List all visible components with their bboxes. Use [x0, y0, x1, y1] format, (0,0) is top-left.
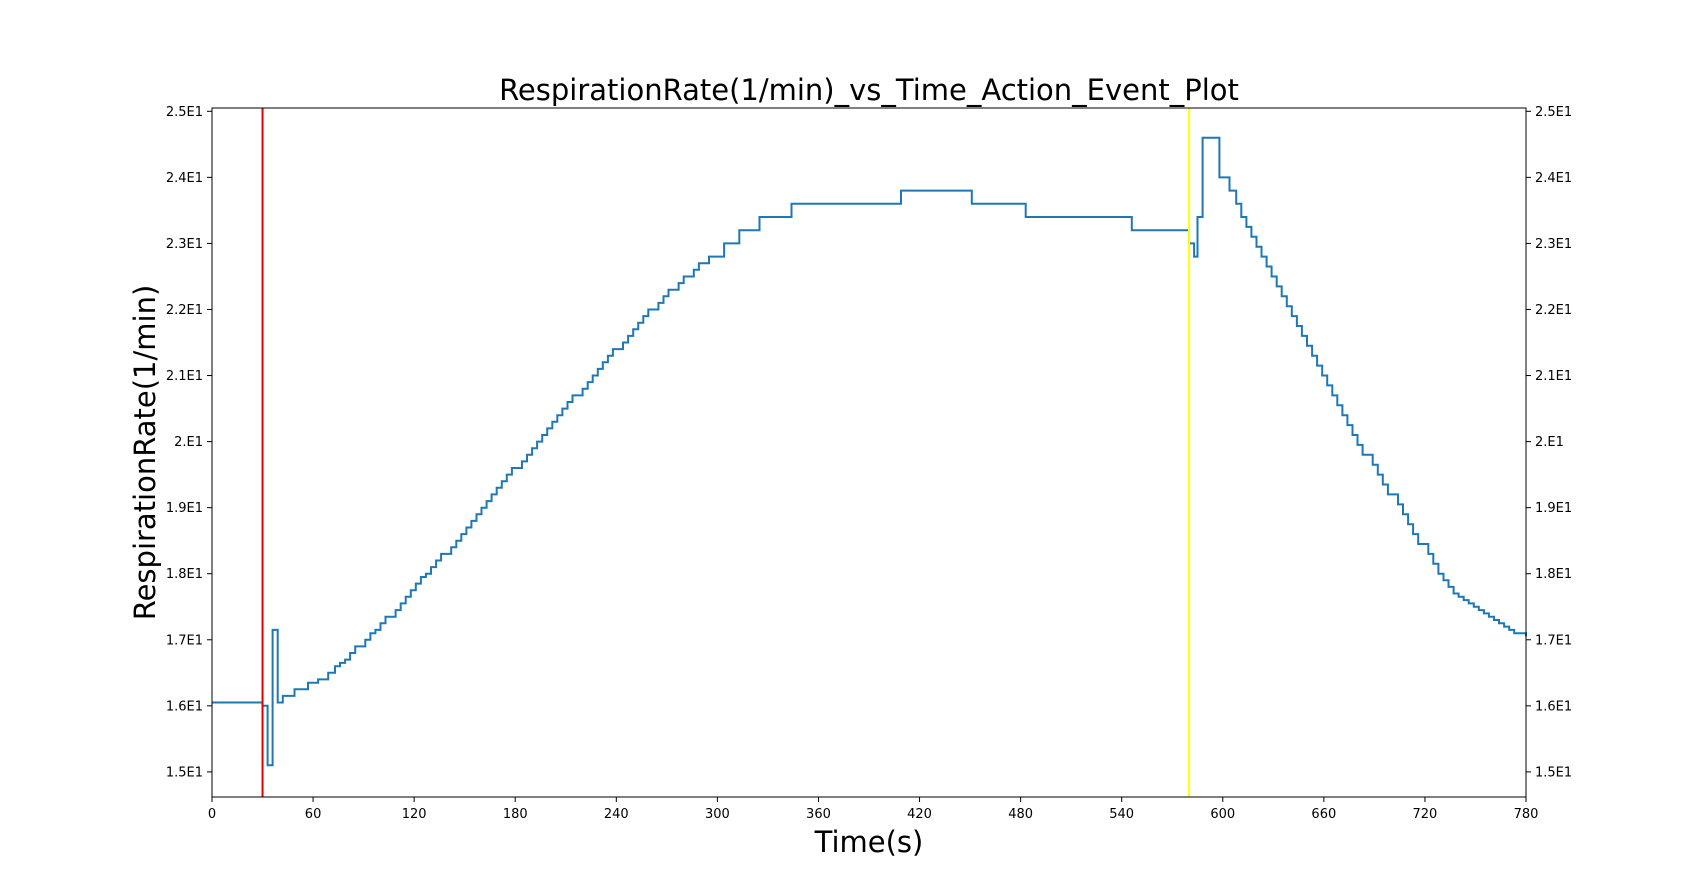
y-tick-label-left: 1.9E1: [166, 501, 203, 516]
x-tick-label: 300: [705, 807, 730, 822]
x-tick-label: 600: [1210, 807, 1235, 822]
x-tick-label: 0: [208, 807, 216, 822]
x-tick-label: 240: [604, 807, 629, 822]
y-tick-label-left: 2.5E1: [166, 105, 203, 120]
y-tick-label-right: 2.3E1: [1535, 237, 1572, 252]
x-tick-label: 420: [907, 807, 932, 822]
y-tick-label-right: 2.E1: [1535, 435, 1564, 450]
y-tick-label-right: 1.8E1: [1535, 567, 1572, 582]
y-axis-label: RespirationRate(1/min): [128, 285, 162, 621]
y-tick-label-right: 1.7E1: [1535, 633, 1572, 648]
series-line-0: [212, 136, 1527, 767]
y-tick-label-left: 2.3E1: [166, 237, 203, 252]
x-tick-label: 720: [1413, 807, 1438, 822]
y-tick-label-right: 1.9E1: [1535, 501, 1572, 516]
y-tick-label-left: 1.7E1: [166, 633, 203, 648]
x-tick-label: 540: [1109, 807, 1134, 822]
y-tick-label-left: 2.4E1: [166, 171, 203, 186]
plot-frame: [211, 107, 1527, 798]
plot-layer: 0 60 120 180 240 300 360 420 480 540 600 660 720 780 1…: [166, 105, 1572, 822]
chart-title: RespirationRate(1/min)_vs_Time_Action_Ev…: [499, 73, 1239, 107]
x-tick-label: 480: [1008, 807, 1033, 822]
y-tick-label-right: 2.1E1: [1535, 369, 1572, 384]
y-tick-label-right: 2.2E1: [1535, 303, 1572, 318]
y-tick-label-left: 2.2E1: [166, 303, 203, 318]
x-tick-label: 180: [503, 807, 528, 822]
y-tick-label-left: 2.E1: [174, 435, 203, 450]
y-tick-label-left: 1.8E1: [166, 567, 203, 582]
y-tick-label-left: 1.5E1: [166, 765, 203, 780]
y-tick-label-left: 2.1E1: [166, 369, 203, 384]
x-tick-label: 660: [1311, 807, 1336, 822]
y-tick-label-right: 2.5E1: [1535, 105, 1572, 120]
y-tick-label-right: 1.5E1: [1535, 765, 1572, 780]
x-tick-label: 60: [305, 807, 322, 822]
x-tick-label: 360: [806, 807, 831, 822]
y-tick-label-right: 1.6E1: [1535, 699, 1572, 714]
x-tick-label: 120: [402, 807, 427, 822]
x-tick-label: 780: [1514, 807, 1539, 822]
y-tick-label-right: 2.4E1: [1535, 171, 1572, 186]
y-tick-label-left: 1.6E1: [166, 699, 203, 714]
x-axis-label: Time(s): [814, 825, 924, 859]
